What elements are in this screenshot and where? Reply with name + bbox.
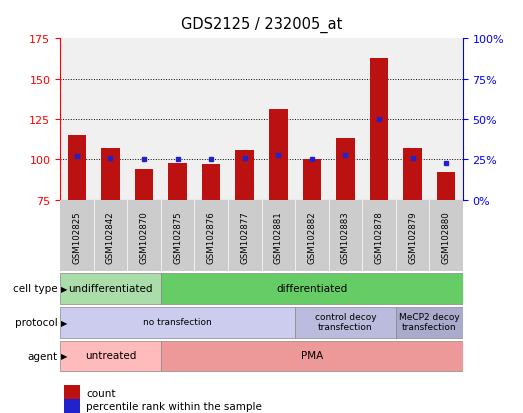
Text: count: count [86, 388, 116, 398]
Bar [303, 160, 321, 200]
Bar [67, 136, 86, 200]
Text: ▶: ▶ [61, 318, 67, 327]
Bar [437, 173, 456, 200]
Text: PMA: PMA [301, 350, 323, 360]
Text: percentile rank within the sample: percentile rank within the sample [86, 401, 262, 411]
Text: GSM102883: GSM102883 [341, 211, 350, 263]
Bar [60, 307, 295, 338]
Bar [403, 149, 422, 200]
Text: GSM102879: GSM102879 [408, 211, 417, 263]
Bar [168, 163, 187, 200]
Text: no transfection: no transfection [143, 317, 212, 326]
Bar [336, 139, 355, 200]
Text: GSM102881: GSM102881 [274, 211, 283, 263]
Text: GSM102882: GSM102882 [308, 211, 316, 263]
Text: ▶: ▶ [61, 284, 67, 293]
Text: cell type: cell type [13, 284, 58, 294]
Text: GSM102878: GSM102878 [374, 211, 383, 263]
Bar [202, 165, 220, 200]
Text: GSM102842: GSM102842 [106, 211, 115, 263]
Bar [135, 170, 153, 200]
Text: MeCP2 decoy
transfection: MeCP2 decoy transfection [399, 312, 460, 332]
Text: control decoy
transfection: control decoy transfection [315, 312, 376, 332]
Bar [101, 149, 120, 200]
Bar [64, 399, 81, 413]
Text: GDS2125 / 232005_at: GDS2125 / 232005_at [181, 17, 342, 33]
Text: protocol: protocol [15, 318, 58, 328]
Bar [64, 386, 81, 399]
Bar [295, 307, 396, 338]
Bar [161, 273, 463, 304]
Text: GSM102875: GSM102875 [173, 211, 182, 263]
Text: GSM102825: GSM102825 [72, 211, 82, 263]
Text: agent: agent [27, 351, 58, 361]
Bar [396, 307, 463, 338]
Text: differentiated: differentiated [276, 283, 347, 293]
Bar [161, 341, 463, 371]
Bar [269, 110, 288, 200]
Bar [235, 150, 254, 200]
Text: GSM102876: GSM102876 [207, 211, 215, 263]
Text: undifferentiated: undifferentiated [68, 283, 153, 293]
Text: GSM102877: GSM102877 [240, 211, 249, 263]
Bar [60, 341, 161, 371]
Text: GSM102880: GSM102880 [441, 211, 451, 263]
Text: GSM102870: GSM102870 [140, 211, 149, 263]
Bar [370, 59, 388, 200]
Bar [60, 273, 161, 304]
Text: untreated: untreated [85, 350, 136, 360]
Text: ▶: ▶ [61, 351, 67, 361]
